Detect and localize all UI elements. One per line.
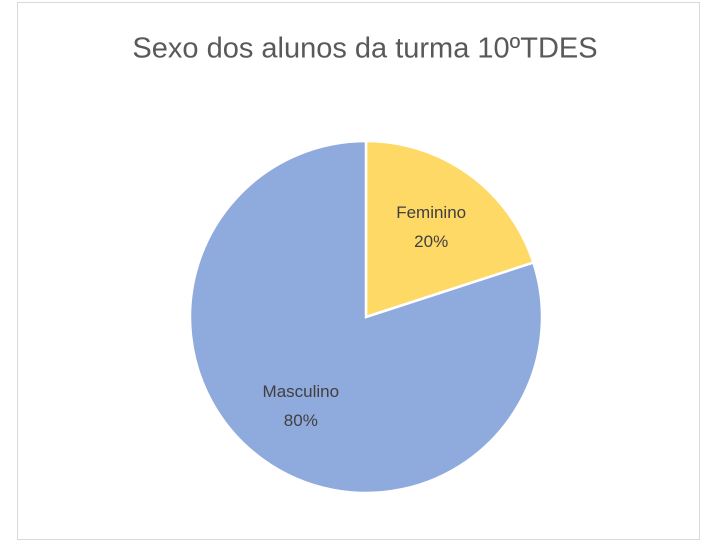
data-label-category: Feminino bbox=[396, 203, 466, 222]
data-label-value: 80% bbox=[284, 411, 318, 430]
pie-slice bbox=[188, 139, 544, 495]
pie-slice bbox=[364, 139, 535, 319]
data-label-value: 20% bbox=[414, 232, 448, 251]
chart-title: Sexo dos alunos da turma 10ºTDES bbox=[132, 33, 597, 65]
data-label-category: Masculino bbox=[263, 382, 340, 401]
